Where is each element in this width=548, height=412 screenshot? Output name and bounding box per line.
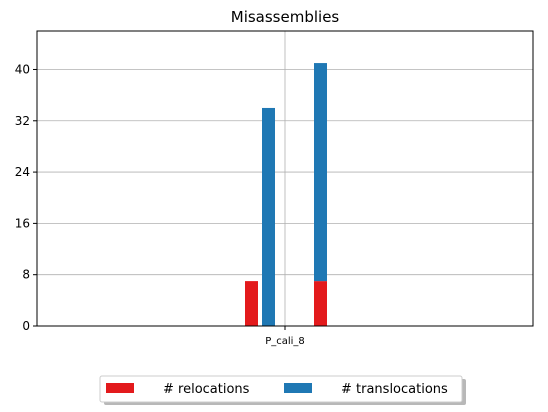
y-tick-label: 24: [15, 165, 30, 179]
bar-translocations: [262, 107, 275, 327]
legend-swatch-relocations: [106, 383, 134, 393]
y-tick-label: 40: [15, 62, 30, 76]
bars: [245, 63, 327, 327]
legend-label-relocations: # relocations: [163, 382, 250, 397]
y-tick-label: 0: [22, 319, 30, 333]
legend-swatch-translocations: [284, 383, 312, 393]
x-axis: P_cali_8: [265, 326, 305, 347]
y-tick-label: 16: [15, 216, 30, 230]
y-tick-label: 8: [22, 268, 30, 282]
grid-lines: [37, 31, 533, 326]
y-axis: 0 8 16 24 32 40: [15, 62, 37, 333]
bar-relocations: [314, 281, 327, 326]
bar-relocations: [245, 281, 258, 326]
legend: # relocations # translocations: [99, 375, 466, 405]
legend-box: [99, 375, 463, 403]
x-tick-label: P_cali_8: [265, 336, 305, 347]
bar-translocations: [314, 63, 327, 282]
y-tick-label: 32: [15, 114, 30, 128]
chart-title: Misassemblies: [231, 8, 340, 26]
legend-label-translocations: # translocations: [341, 382, 448, 397]
